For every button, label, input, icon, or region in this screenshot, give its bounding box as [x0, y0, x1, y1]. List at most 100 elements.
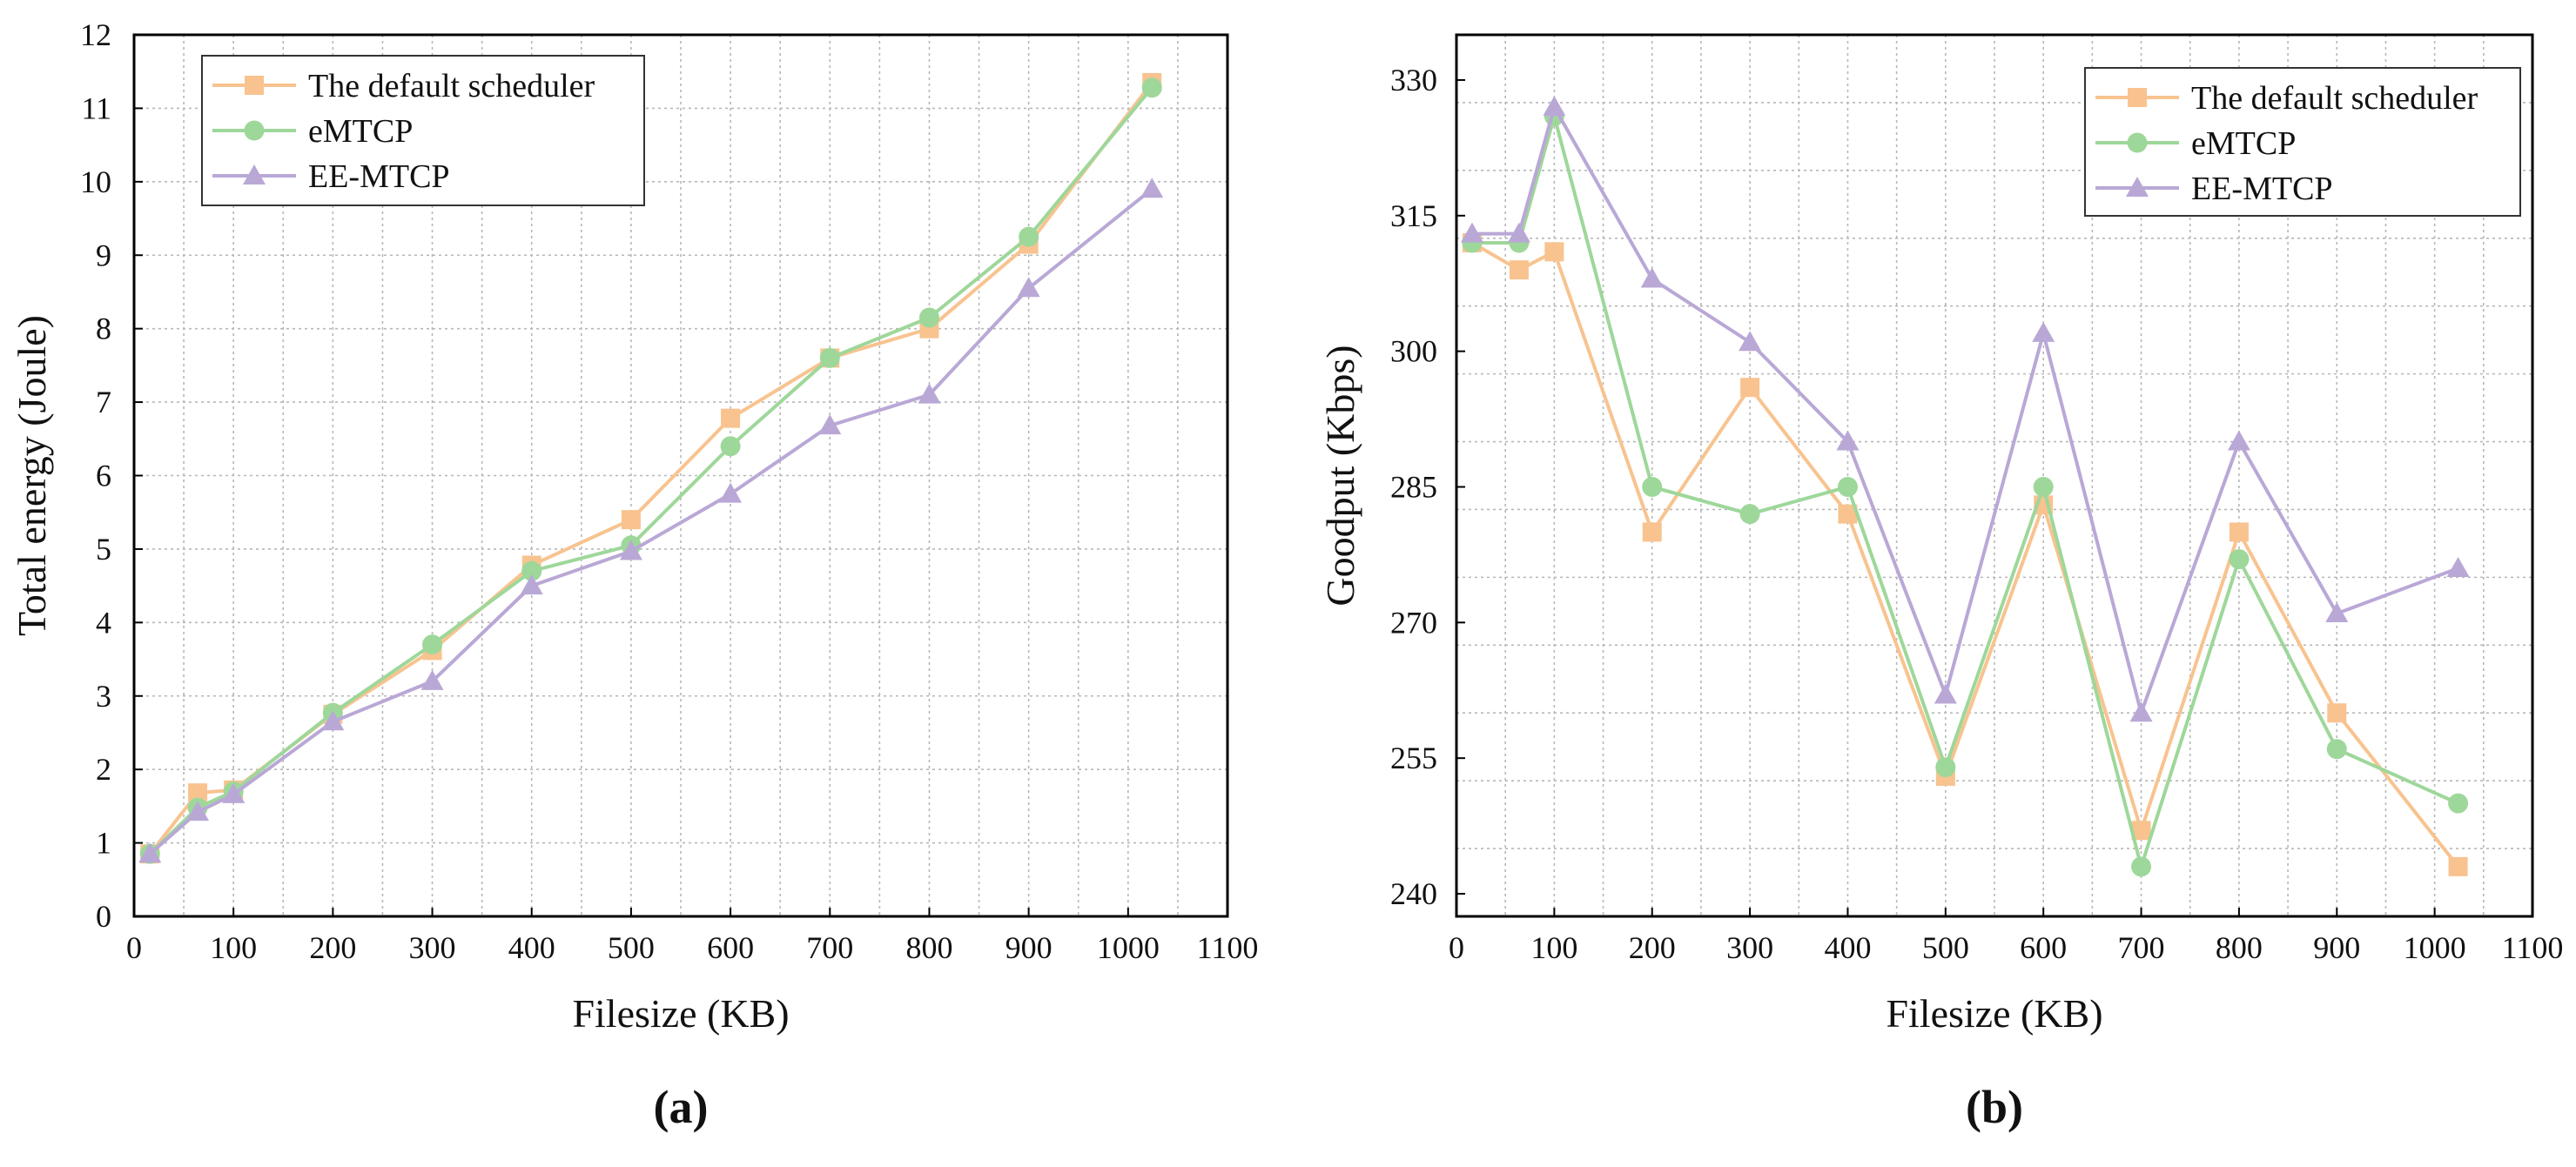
data-point-emtcp	[1642, 476, 1663, 497]
data-point-eemtcp	[2446, 556, 2470, 577]
data-point-emtcp	[2033, 476, 2054, 497]
y-axis-label: Total energy (Joule)	[10, 315, 54, 636]
x-axis-label: Filesize (KB)	[1886, 991, 2102, 1036]
x-tick-label: 400	[1824, 930, 1871, 965]
x-tick-label: 600	[2020, 930, 2067, 965]
data-point-eemtcp	[2129, 701, 2153, 722]
data-point-eemtcp	[1507, 222, 1530, 243]
data-point-default	[2327, 703, 2347, 723]
legend: The default scheduler eMTCP EE-MTCP	[2084, 67, 2521, 217]
x-tick-label: 200	[309, 930, 356, 965]
x-tick-label: 700	[806, 930, 853, 965]
legend-marker-emtcp	[2127, 132, 2148, 153]
data-point-eemtcp	[420, 669, 444, 690]
data-point-eemtcp	[1017, 277, 1040, 298]
x-tick-label: 200	[1629, 930, 1676, 965]
data-point-default	[2131, 821, 2151, 841]
data-point-default	[1642, 522, 1662, 542]
data-point-eemtcp	[719, 482, 743, 503]
y-tick-label: 10	[80, 164, 111, 199]
legend-marker-eemtcp	[243, 164, 266, 184]
data-point-emtcp	[1837, 476, 1858, 497]
x-axis-label: Filesize (KB)	[572, 991, 789, 1036]
y-tick-label: 11	[81, 91, 111, 125]
x-tick-label: 1000	[1097, 930, 1160, 965]
y-tick-label: 270	[1390, 605, 1437, 640]
x-tick-label: 700	[2118, 930, 2165, 965]
x-tick-label: 1100	[1197, 930, 1259, 965]
data-point-emtcp	[2131, 856, 2152, 877]
y-tick-label: 8	[96, 312, 111, 346]
panel-label: (b)	[1966, 1081, 2023, 1133]
data-point-eemtcp	[1640, 267, 1664, 288]
data-point-default	[721, 408, 741, 428]
legend-label-default: The default scheduler	[308, 68, 595, 104]
chart-b: 0 100 200 300 400 500 600 700 800 900 1000 1100 240 2…	[1318, 33, 2564, 1133]
x-tick-label: 1100	[2502, 930, 2564, 965]
y-tick-label: 240	[1390, 876, 1437, 911]
data-point-emtcp	[1935, 757, 1956, 778]
x-tick-label: 300	[409, 930, 456, 965]
data-point-eemtcp	[2032, 321, 2055, 342]
data-point-emtcp	[1739, 504, 1760, 525]
data-point-default	[1509, 260, 1529, 280]
legend-label-default: The default scheduler	[2191, 80, 2478, 117]
data-point-eemtcp	[2227, 430, 2250, 451]
axes-frame	[1455, 33, 2534, 918]
data-point-emtcp	[422, 634, 443, 655]
y-tick-label: 9	[96, 238, 111, 272]
y-tick-label: 285	[1390, 469, 1437, 504]
data-point-eemtcp	[321, 710, 345, 731]
legend: The default scheduler eMTCP EE-MTCP	[201, 55, 645, 206]
data-point-emtcp	[819, 347, 840, 368]
data-point-eemtcp	[1460, 222, 1483, 243]
x-tick-label: 300	[1726, 930, 1773, 965]
panel-label: (a)	[654, 1081, 709, 1133]
legend-label-emtcp: eMTCP	[2191, 125, 2296, 162]
y-tick-label: 6	[96, 459, 111, 493]
data-point-eemtcp	[1140, 178, 1164, 198]
x-tick-label: 0	[126, 930, 142, 965]
y-tick-label: 12	[80, 17, 111, 52]
data-point-emtcp	[1019, 226, 1039, 247]
data-point-emtcp	[2326, 739, 2347, 760]
data-point-emtcp	[918, 307, 939, 328]
y-tick-label: 7	[96, 385, 111, 419]
y-tick-label: 5	[96, 532, 111, 567]
y-tick-label: 2	[96, 752, 111, 787]
x-tick-label: 600	[707, 930, 754, 965]
series-line-eemtcp	[1471, 105, 2459, 715]
legend-marker-emtcp	[244, 120, 265, 141]
data-point-eemtcp	[1934, 683, 1957, 704]
legend-label-eemtcp: EE-MTCP	[2191, 171, 2333, 207]
data-point-default	[2448, 856, 2468, 876]
y-tick-label: 3	[96, 679, 111, 714]
data-point-default	[621, 510, 641, 530]
x-tick-label: 1000	[2404, 930, 2466, 965]
data-point-default	[1740, 378, 1760, 398]
y-tick-label: 315	[1390, 198, 1437, 233]
y-axis-label: Goodput (Kbps)	[1318, 345, 1362, 606]
data-point-eemtcp	[1739, 331, 1762, 352]
data-point-default	[1544, 242, 1564, 262]
y-tick-label: 300	[1390, 334, 1437, 369]
x-tick-label: 900	[2313, 930, 2360, 965]
data-point-default	[2229, 522, 2249, 542]
legend-marker-eemtcp	[2126, 177, 2149, 197]
data-point-eemtcp	[186, 801, 210, 822]
x-tick-label: 400	[508, 930, 555, 965]
legend-label-eemtcp: EE-MTCP	[308, 158, 450, 195]
data-point-emtcp	[1141, 77, 1162, 98]
legend-label-emtcp: eMTCP	[308, 113, 413, 150]
x-tick-label: 500	[608, 930, 655, 965]
data-point-emtcp	[2229, 549, 2250, 570]
x-tick-label: 500	[1922, 930, 1969, 965]
y-tick-label: 1	[96, 826, 111, 861]
x-tick-label: 0	[1449, 930, 1464, 965]
data-point-default	[1838, 504, 1858, 524]
x-tick-label: 100	[1530, 930, 1577, 965]
data-point-emtcp	[2448, 793, 2469, 814]
y-tick-label: 330	[1390, 63, 1437, 97]
